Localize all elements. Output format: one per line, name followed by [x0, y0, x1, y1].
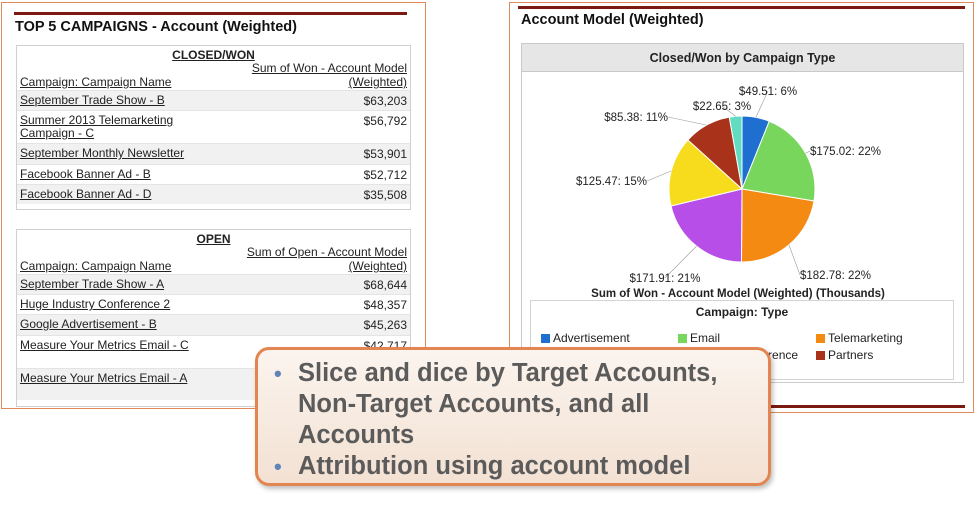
closed-won-table-header: Campaign: Campaign Name Sum of Won - Acc…: [17, 60, 410, 90]
legend-swatch: [678, 333, 687, 343]
campaign-link[interactable]: September Monthly Newsletter: [20, 146, 185, 160]
campaign-name-column-header[interactable]: Campaign: Campaign Name: [20, 75, 172, 89]
slice-leader-line: [646, 170, 672, 182]
campaign-link[interactable]: Facebook Banner Ad - D: [20, 187, 152, 201]
report-title: TOP 5 CAMPAIGNS - Account (Weighted): [15, 19, 297, 35]
table-row: Summer 2013 Telemarketing Campaign - C $…: [17, 110, 410, 143]
slice-leader-line: [805, 150, 811, 154]
panel-title: Account Model (Weighted): [521, 12, 704, 28]
header-rule: [14, 12, 407, 15]
slice-leader-line: [755, 90, 769, 118]
table-row: September Trade Show - B $63,203: [17, 90, 410, 110]
slice-data-label: $125.47: 15%: [576, 176, 647, 188]
row-value: $35,508: [363, 188, 407, 202]
legend-label: Partners: [828, 348, 874, 362]
legend-label: Email: [690, 331, 721, 345]
sum-open-column-header[interactable]: Sum of Open - Account Model (Weighted): [247, 245, 407, 273]
campaign-link[interactable]: Summer 2013 Telemarketing Campaign - C: [20, 113, 174, 140]
slice-leader-line: [667, 116, 707, 126]
table-row: Facebook Banner Ad - B $52,712: [17, 164, 410, 184]
slice-leader-line: [788, 244, 801, 276]
row-value: $53,901: [363, 147, 407, 161]
chart-axis-label: Sum of Won - Account Model (Weighted) (T…: [591, 288, 885, 300]
slice-data-label: $22.65: 3%: [693, 101, 751, 113]
table-row: Google Advertisement - B $45,263: [17, 314, 410, 335]
callout-bullets: Slice and dice by Target Accounts, Non-T…: [274, 358, 758, 482]
campaign-link[interactable]: September Trade Show - B: [20, 93, 165, 107]
legend-title: Campaign: Type: [695, 305, 789, 319]
sum-won-header-line1: Sum of Won - Account Model: [251, 61, 407, 75]
campaign-link[interactable]: Measure Your Metrics Email - A: [20, 371, 188, 385]
legend-label: Advertisement: [553, 331, 630, 345]
pie-chart-container: Closed/Won by Campaign Type $49.51: 6% $1…: [521, 43, 964, 383]
slice-data-label: $49.51: 6%: [739, 86, 797, 98]
header-rule: [518, 6, 965, 9]
closed-won-section-title: CLOSED/WON: [172, 48, 255, 62]
legend-item[interactable]: Telemarketing: [816, 331, 903, 345]
slice-data-label: $171.91: 21%: [630, 273, 701, 285]
callout-bullet: Attribution using account model: [274, 451, 758, 482]
row-value: $45,263: [363, 318, 407, 332]
slice-data-label: $85.38: 11%: [604, 112, 668, 124]
sum-won-header-line2: (Weighted): [348, 75, 407, 89]
callout-box: Slice and dice by Target Accounts, Non-T…: [255, 347, 771, 486]
row-value: $48,357: [363, 298, 407, 312]
campaign-link[interactable]: Facebook Banner Ad - B: [20, 167, 151, 181]
table-row: Huge Industry Conference 2 $48,357: [17, 294, 410, 314]
account-model-panel: Account Model (Weighted) Closed/Won by C…: [509, 2, 974, 413]
legend-item[interactable]: Partners: [816, 348, 873, 362]
open-section-title: OPEN: [196, 232, 231, 246]
row-value: $52,712: [363, 168, 407, 182]
slice-leader-line: [664, 245, 697, 279]
sum-won-column-header[interactable]: Sum of Won - Account Model (Weighted): [252, 61, 407, 89]
row-value: $56,792: [363, 114, 407, 128]
row-value: $68,644: [363, 278, 407, 292]
closed-won-table: CLOSED/WON Campaign: Campaign Name Sum o…: [16, 45, 411, 210]
legend-item[interactable]: Advertisement: [541, 331, 630, 345]
slice-data-label: $175.02: 22%: [810, 146, 881, 158]
top-campaigns-report: TOP 5 CAMPAIGNS - Account (Weighted) CLO…: [1, 2, 426, 409]
open-table-header: Campaign: Campaign Name Sum of Open - Ac…: [17, 244, 410, 274]
legend-label: Telemarketing: [828, 331, 903, 345]
callout-bullet: Slice and dice by Target Accounts, Non-T…: [274, 358, 758, 451]
campaign-link[interactable]: Measure Your Metrics Email - C: [20, 338, 189, 352]
legend-swatch: [816, 333, 825, 343]
sum-open-header-line2: (Weighted): [348, 259, 407, 273]
legend-swatch: [816, 350, 825, 360]
campaign-link[interactable]: Google Advertisement - B: [20, 317, 157, 331]
legend-item[interactable]: Email: [678, 331, 720, 345]
sum-open-header-line1: Sum of Open - Account Model: [246, 245, 407, 259]
pie-chart[interactable]: $49.51: 6% $175.02: 22% $182.78: 22% $171.9…: [522, 73, 965, 303]
chart-title: Closed/Won by Campaign Type: [522, 44, 963, 72]
table-row: September Monthly Newsletter $53,901: [17, 143, 410, 164]
table-row: Facebook Banner Ad - D $35,508: [17, 184, 410, 204]
row-value: $63,203: [363, 94, 407, 108]
campaign-name-column-header[interactable]: Campaign: Campaign Name: [20, 259, 172, 273]
slice-leader-line: [721, 105, 736, 117]
legend-swatch: [541, 333, 550, 343]
table-row: September Trade Show - A $68,644: [17, 274, 410, 294]
slice-data-label: $182.78: 22%: [800, 270, 871, 282]
pie-slice[interactable]: [740, 188, 815, 263]
campaign-link[interactable]: Huge Industry Conference 2: [20, 297, 171, 311]
campaign-link[interactable]: September Trade Show - A: [20, 277, 165, 291]
